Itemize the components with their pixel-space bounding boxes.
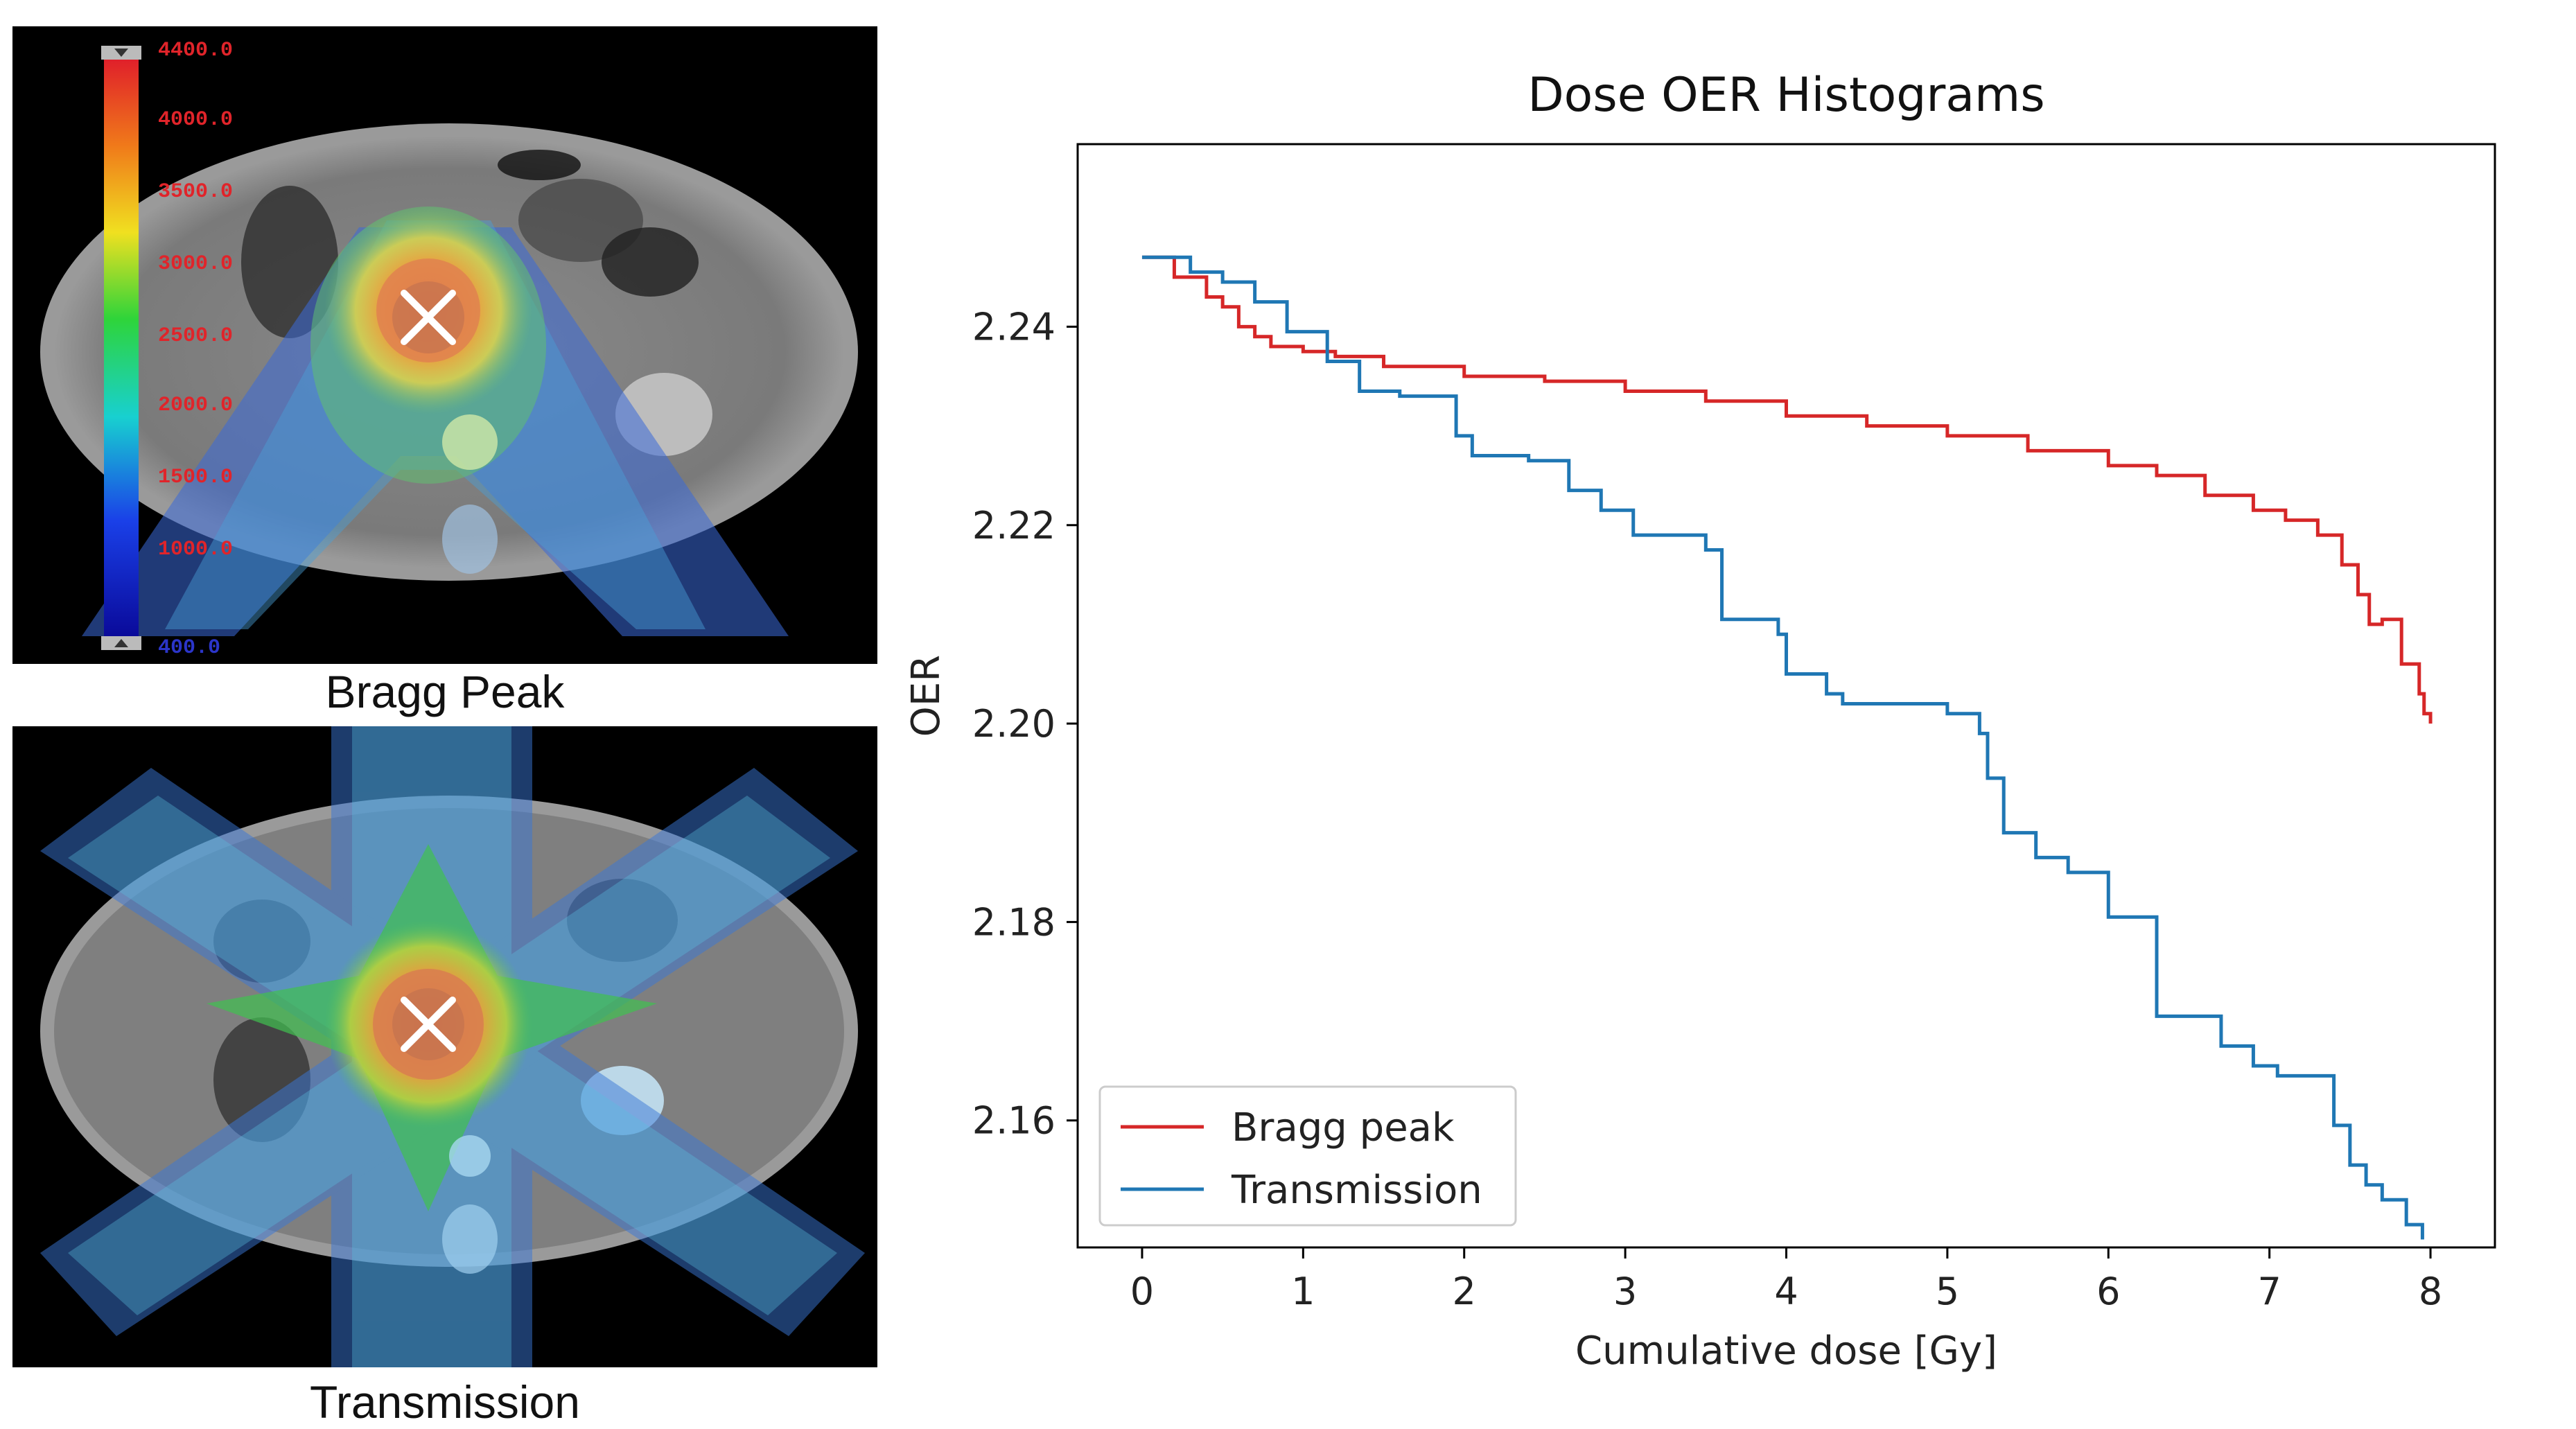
x-axis: 0 1 2 3 4 5 6 7 8: [1130, 1247, 2442, 1313]
plot-area: [1076, 143, 2496, 1249]
colorbar-label: 4400.0: [158, 39, 234, 62]
bragg-peak-caption: Bragg Peak: [325, 666, 565, 717]
y-axis-label: OER: [904, 655, 949, 737]
legend: Bragg peak Transmission: [1098, 1085, 1517, 1227]
x-tick-label: 2: [1453, 1270, 1476, 1313]
colorbar-label: 400.0: [158, 636, 221, 660]
transmission-dose-image: [12, 726, 877, 1367]
y-axis: 2.16 2.18 2.20 2.22 2.24: [972, 305, 1078, 1143]
colorbar-label: 1000.0: [158, 538, 234, 561]
bragg-peak-dose-image: 4400.0 4000.0 3500.0 3000.0 2500.0 2000.…: [12, 26, 877, 664]
x-tick-label: 5: [1936, 1270, 1959, 1313]
colorbar-label: 3500.0: [158, 180, 234, 204]
colorbar-label: 3000.0: [158, 252, 234, 276]
legend-label-bragg-peak: Bragg peak: [1232, 1105, 1455, 1150]
x-tick-label: 4: [1774, 1270, 1798, 1313]
dose-colorbar: [101, 46, 141, 650]
legend-label-transmission: Transmission: [1231, 1168, 1482, 1213]
x-tick-label: 3: [1613, 1270, 1637, 1313]
colorbar-label: 2500.0: [158, 324, 234, 348]
x-tick-label: 1: [1291, 1270, 1315, 1313]
chart-title: Dose OER Histograms: [1527, 68, 2044, 123]
target-x-marker: [392, 281, 464, 353]
x-axis-label: Cumulative dose [Gy]: [1575, 1329, 1997, 1374]
series-line-bragg-peak: [1141, 255, 2433, 724]
colorbar-label: 2000.0: [158, 394, 234, 417]
series-lines: [1141, 255, 2433, 1240]
y-tick-label: 2.16: [972, 1099, 1055, 1143]
x-tick-label: 0: [1130, 1270, 1154, 1313]
x-tick-label: 6: [2096, 1270, 2120, 1313]
y-tick-label: 2.22: [972, 504, 1055, 547]
x-tick-label: 7: [2257, 1270, 2281, 1313]
x-tick-label: 8: [2419, 1270, 2442, 1313]
colorbar-label: 1500.0: [158, 466, 234, 489]
y-tick-label: 2.20: [972, 702, 1055, 746]
series-line-transmission: [1141, 255, 2424, 1240]
target-x-marker: [392, 988, 464, 1060]
y-tick-label: 2.18: [972, 900, 1055, 944]
y-tick-label: 2.24: [972, 305, 1055, 349]
colorbar-label: 4000.0: [158, 108, 234, 132]
transmission-caption: Transmission: [310, 1376, 580, 1428]
